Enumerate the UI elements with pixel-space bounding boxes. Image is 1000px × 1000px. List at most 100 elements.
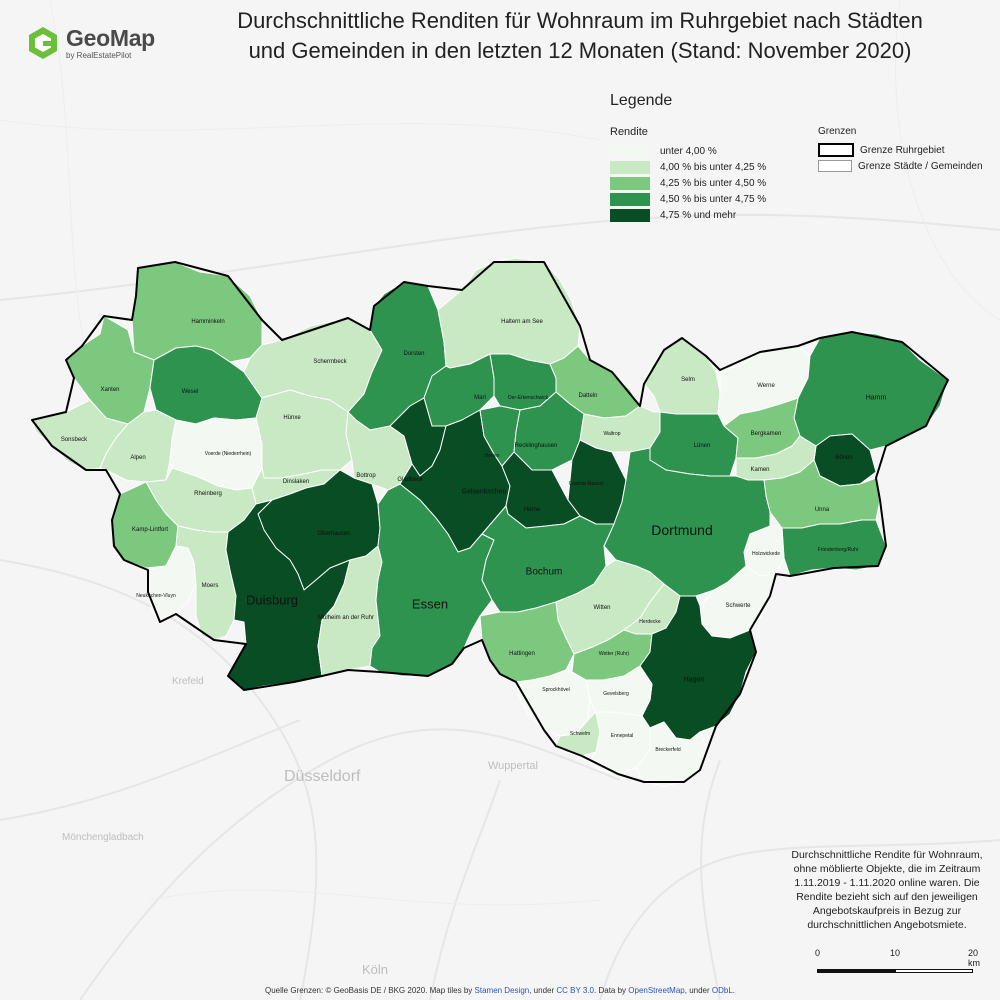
scale-label-0: 0 (815, 948, 821, 958)
city-label: Hagen (683, 676, 705, 684)
city-label: Witten (593, 605, 611, 611)
city-label: Unna (814, 507, 830, 513)
city-label: Bottrop (356, 473, 376, 479)
city-label: Marl (474, 395, 486, 401)
city-label: Duisburg (245, 592, 299, 608)
city-label: Mülheim an der Ruhr (317, 615, 375, 621)
city-label: Wesel (181, 389, 199, 395)
city-label: Hamm (865, 394, 887, 402)
bg-label-krefeld: Krefeld (172, 676, 204, 687)
city-label: Sprockhövel (542, 687, 570, 693)
city-label: Schermbeck (313, 359, 347, 365)
bg-label-moenchengladbach: Mönchengladbach (62, 832, 144, 843)
city-label: Wetter (Ruhr) (598, 651, 630, 657)
city-label: Hattingen (509, 651, 535, 657)
region-unna[interactable] (763, 459, 881, 529)
city-label: Herne (523, 507, 541, 513)
legend-class-label: 4,75 % und mehr (660, 209, 737, 221)
city-label: Gelsenkirchen (461, 488, 507, 496)
bg-label-duesseldorf: Düsseldorf (284, 768, 361, 785)
city-label: Werne (757, 383, 775, 389)
city-label: Haltern am See (501, 319, 543, 325)
title-line-1: Durchschnittliche Renditen für Wohnraum … (237, 8, 923, 33)
methodology-note: Durchschnittliche Rendite für Wohnraum, … (791, 849, 983, 931)
city-label: Sonsbeck (60, 437, 88, 443)
city-label: Alpen (130, 455, 146, 461)
legend-class-label: 4,25 % bis unter 4,50 % (660, 177, 767, 189)
legend-swatch-2 (610, 176, 650, 190)
region-sprockhövel[interactable] (515, 669, 591, 737)
source-attribution: Quelle Grenzen: © GeoBasis DE / BKG 2020… (0, 986, 1000, 995)
legend-border-ruhrgebiet: Grenze Ruhrgebiet (818, 143, 945, 157)
city-label: Kamp-Lintfort (131, 527, 169, 533)
ruhrgebiet-boundary (31, 261, 949, 783)
city-label: Rheinberg (194, 491, 222, 497)
region-hamm[interactable] (793, 331, 949, 451)
city-label: Herten (484, 453, 500, 459)
legend-heading: Legende (610, 92, 673, 109)
city-label: Oer-Erkenschwick (507, 395, 549, 401)
title-line-2: und Gemeinden in den letzten 12 Monaten … (248, 38, 912, 63)
source-prefix: Quelle Grenzen: © GeoBasis DE / BKG 2020… (264, 986, 475, 995)
geomap-logo-icon (29, 27, 57, 59)
link-odbl[interactable]: ODbL (711, 986, 733, 995)
city-label: Kamen (750, 467, 770, 473)
city-label: Herdecke (639, 619, 661, 625)
legend-class-label: 4,00 % bis unter 4,25 % (660, 161, 767, 173)
city-label: Voerde (Niederrhein) (204, 451, 252, 457)
city-label: Hamminkeln (191, 319, 225, 325)
legend-swatch-3 (610, 192, 650, 206)
region-haltern-am-see[interactable] (437, 257, 581, 369)
link-openstreetmap[interactable]: OpenStreetMap (628, 986, 685, 995)
legend-class-4: 4,75 % und mehr (610, 208, 736, 222)
legend-border-thin-swatch (818, 160, 852, 172)
city-label: Dinslaken (282, 479, 310, 485)
city-label: Holzwickede (751, 551, 781, 557)
legend-rendite-label: Rendite (610, 126, 648, 138)
city-label: Lünen (693, 443, 711, 449)
city-label: Waltrop (603, 431, 621, 437)
city-label: Bergkamen (750, 431, 782, 437)
legend-swatch-4 (610, 208, 650, 222)
city-label: Schwelm (569, 731, 591, 737)
region-selm[interactable] (643, 337, 721, 415)
city-label: Bönen (835, 455, 853, 461)
scale-segment-light (895, 969, 973, 973)
legend-class-1: 4,00 % bis unter 4,25 % (610, 160, 766, 174)
legend-class-3: 4,50 % bis unter 4,75 % (610, 192, 766, 206)
scale-label-20: 20 km (968, 948, 980, 968)
city-label: Recklinghausen (514, 443, 558, 449)
city-label: Hünxe (283, 415, 301, 421)
city-label: Gevelsberg (603, 691, 629, 697)
geomap-logo: GeoMap by RealEstatePilot (26, 26, 155, 60)
scale-bar: 0 10 20 km (812, 948, 992, 978)
city-label: Selm (681, 377, 695, 383)
logo-sub: by RealEstatePilot (66, 50, 132, 60)
city-label: Essen (411, 596, 449, 612)
legend-class-0: unter 4,00 % (610, 144, 717, 158)
legend: Legende Rendite Grenzen unter 4,00 % 4,0… (610, 92, 1000, 232)
city-label: Datteln (578, 393, 598, 399)
link-cc-by[interactable]: CC BY 3.0 (556, 986, 595, 995)
scale-label-10: 10 (890, 948, 901, 958)
link-stamen-design[interactable]: Stamen Design (474, 986, 530, 995)
bg-label-wuppertal: Wuppertal (488, 760, 538, 772)
legend-border-label: Grenze Ruhrgebiet (860, 144, 945, 156)
region-essen[interactable] (369, 483, 495, 677)
city-label: Xanten (100, 387, 120, 393)
bg-label-koeln: Köln (362, 962, 389, 977)
source-suffix: . (732, 986, 736, 995)
city-label: Moers (201, 583, 219, 589)
legend-border-gemeinden: Grenze Städte / Gemeinden (818, 159, 983, 173)
scale-segment-dark (817, 969, 895, 973)
region-neukirchen-vluyn[interactable] (147, 545, 197, 623)
city-label: Gladbeck (397, 477, 423, 483)
legend-class-label: 4,50 % bis unter 4,75 % (660, 193, 767, 205)
logo-name: GeoMap (66, 24, 155, 51)
city-label: Castrop-Rauxel (568, 481, 604, 487)
region-gevelsberg[interactable] (585, 665, 653, 717)
legend-border-thick-swatch (818, 143, 854, 157)
city-label: Dortmund (651, 522, 713, 538)
legend-class-2: 4,25 % bis unter 4,50 % (610, 176, 766, 190)
